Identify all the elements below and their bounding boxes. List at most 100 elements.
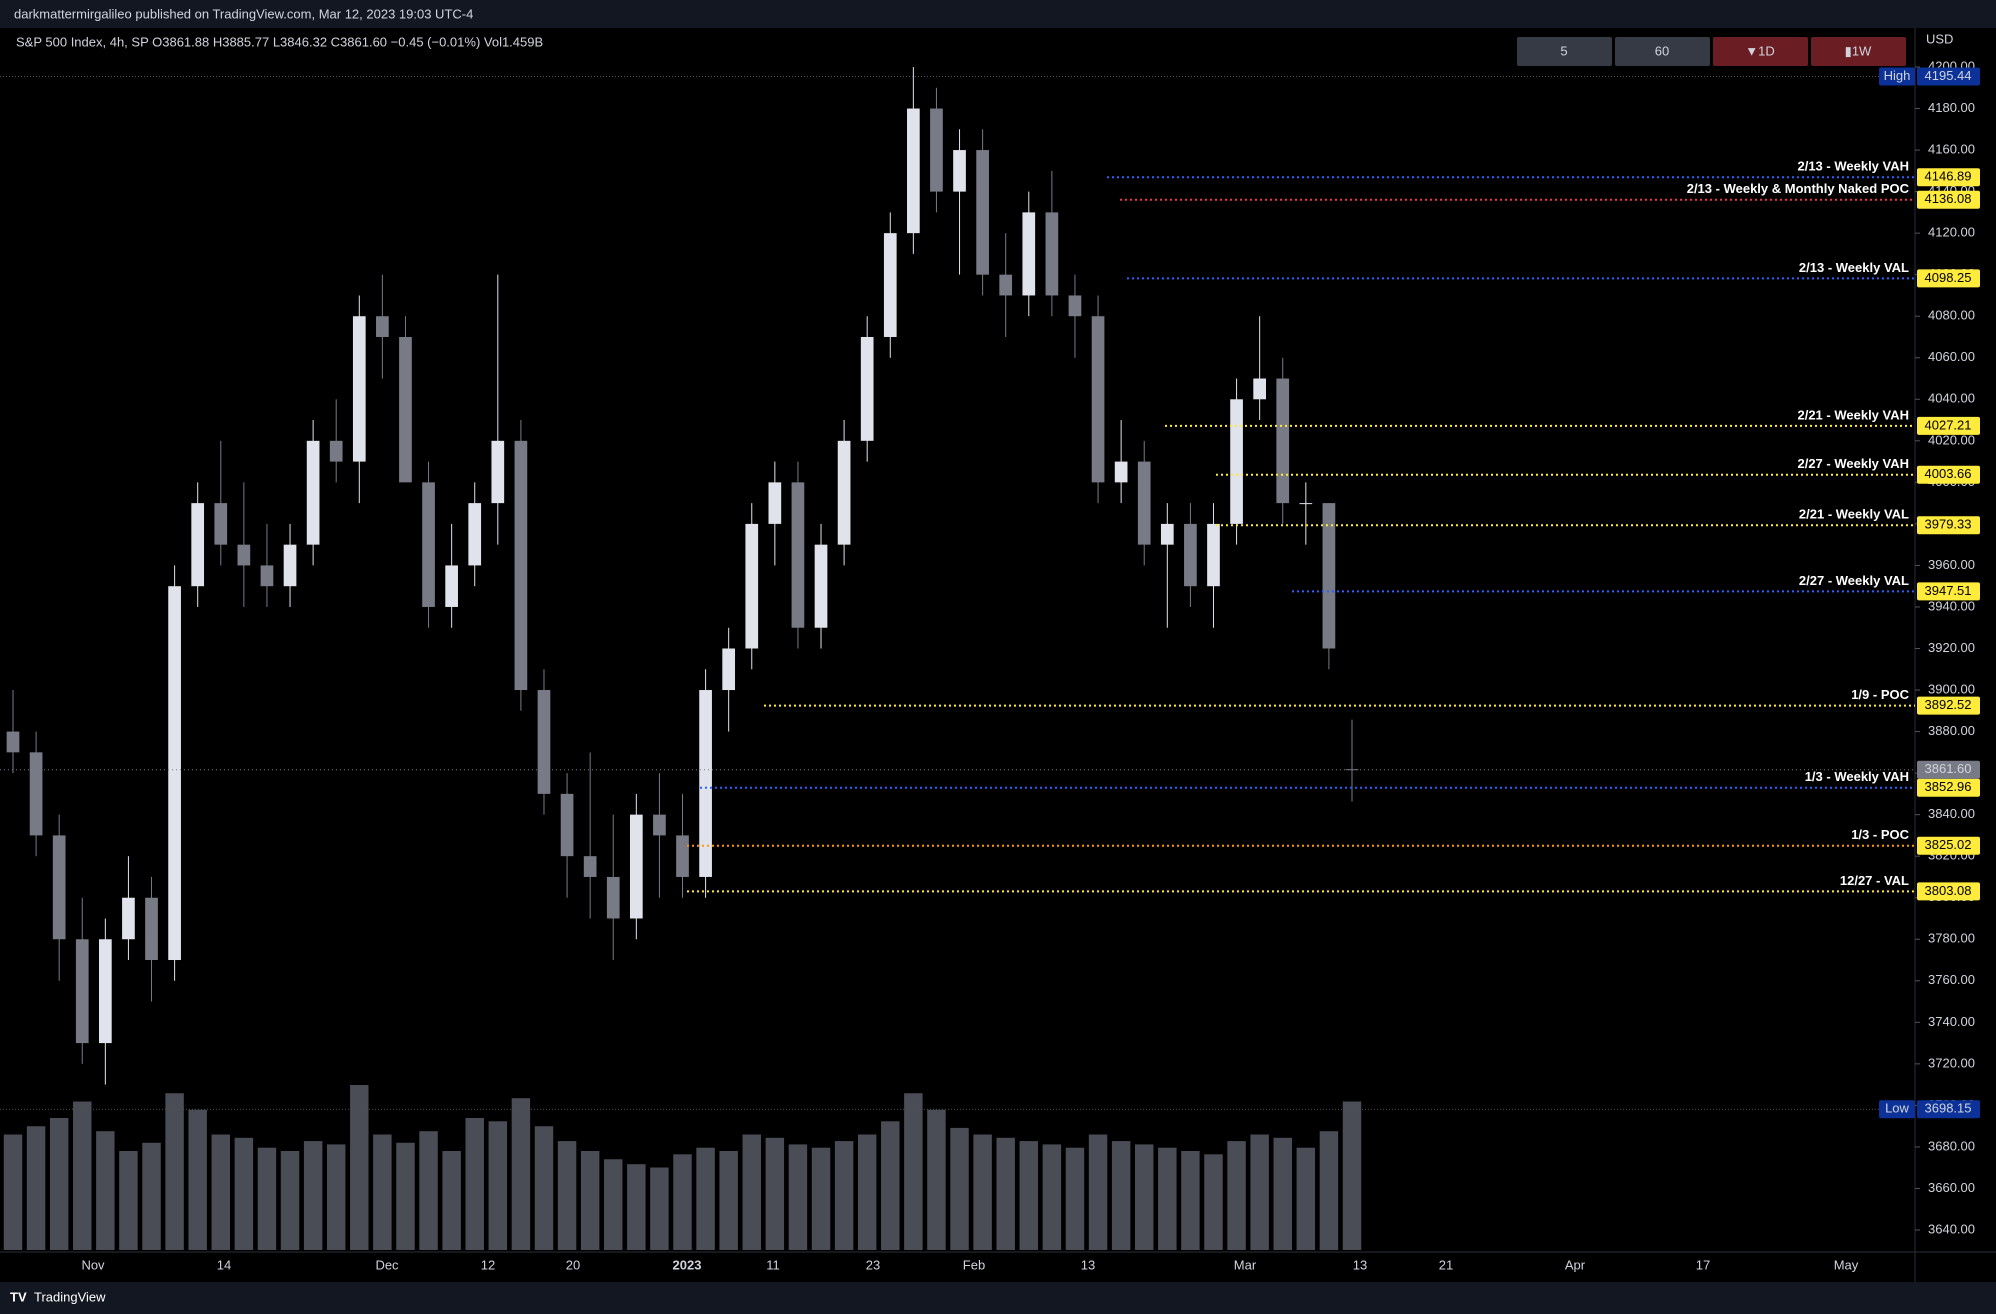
candle-body xyxy=(791,482,805,628)
volume-bar xyxy=(996,1137,1015,1250)
candle-body xyxy=(399,336,412,483)
interval-button[interactable] xyxy=(1517,37,1612,66)
y-tick-label: 4120.00 xyxy=(1928,225,1975,240)
price-tag xyxy=(1917,269,1980,288)
footer-bar xyxy=(0,1282,1996,1314)
interval-button[interactable] xyxy=(1713,37,1808,66)
candle-body xyxy=(6,731,20,753)
y-tick-label: 4040.00 xyxy=(1928,391,1975,406)
candle-body xyxy=(860,336,874,441)
candle-body xyxy=(1322,503,1336,649)
interval-label[interactable]: ▼1D xyxy=(1745,43,1775,58)
candle-body xyxy=(745,523,759,649)
volume-bar xyxy=(73,1101,92,1250)
volume-bar xyxy=(211,1134,231,1250)
price-tag xyxy=(1917,696,1980,715)
volume-bar xyxy=(373,1134,392,1250)
candle-body xyxy=(930,108,943,192)
candle-body xyxy=(306,440,320,545)
candle-body xyxy=(98,939,112,1044)
volume-bar xyxy=(419,1131,438,1250)
low-tag-box xyxy=(1879,1100,1915,1119)
y-tick-label: 3720.00 xyxy=(1928,1055,1975,1070)
candle-body xyxy=(145,897,158,961)
candle-body xyxy=(676,835,689,877)
currency: USD xyxy=(1926,31,1953,46)
interval-button[interactable] xyxy=(1811,37,1906,66)
price-tag xyxy=(1917,582,1980,601)
high-tag-box xyxy=(1879,67,1915,86)
volume-bar xyxy=(742,1134,761,1250)
candle-body xyxy=(1091,316,1105,483)
y-tick-label: 3740.00 xyxy=(1928,1014,1975,1029)
volume-bar xyxy=(973,1134,992,1250)
candle-body xyxy=(468,503,482,566)
volume-bar xyxy=(1204,1154,1223,1250)
volume-bar xyxy=(881,1121,900,1250)
candle-body xyxy=(722,648,736,691)
interval-label[interactable]: ▮1W xyxy=(1845,43,1872,58)
low-price-box xyxy=(1917,1100,1980,1119)
volume-bar xyxy=(857,1134,877,1250)
x-tick-label: 14 xyxy=(217,1257,231,1272)
x-tick-label: 17 xyxy=(1696,1257,1710,1272)
candle-body xyxy=(1160,523,1174,545)
high-price-box xyxy=(1917,67,1980,86)
candle-body xyxy=(606,876,620,919)
price-tag-label: 3852.96 xyxy=(1925,779,1972,794)
volume-bar xyxy=(1019,1141,1039,1250)
price-tag xyxy=(1917,465,1980,484)
volume-bar xyxy=(1227,1141,1246,1250)
volume-bar xyxy=(1319,1131,1339,1250)
volume-bar xyxy=(719,1151,738,1250)
volume-bar xyxy=(511,1098,531,1250)
price-tag-label: 3825.02 xyxy=(1925,837,1972,852)
interval-label[interactable]: 5 xyxy=(1560,43,1567,58)
volume-bar xyxy=(49,1118,69,1250)
candle-body xyxy=(537,690,551,794)
price-tag xyxy=(1917,882,1980,901)
candle-body xyxy=(629,814,643,919)
high-tag-label: High xyxy=(1884,68,1911,83)
price-tag-label: 4003.66 xyxy=(1925,466,1972,481)
candle-body xyxy=(976,150,989,275)
volume-bar xyxy=(257,1147,277,1250)
candle-body xyxy=(1022,212,1036,296)
candle-body xyxy=(1299,503,1313,505)
candle-body xyxy=(52,835,66,940)
price-tag-label: 3892.52 xyxy=(1925,697,1972,712)
candle-body xyxy=(329,440,343,462)
volume-bar xyxy=(650,1167,669,1250)
y-tick-label: 4020.00 xyxy=(1928,432,1975,447)
volume-bar xyxy=(280,1151,300,1250)
x-tick-label: 2023 xyxy=(673,1257,702,1272)
y-tick-label: 3840.00 xyxy=(1928,806,1975,821)
price-tag xyxy=(1917,168,1980,187)
candle-body xyxy=(1230,399,1243,524)
candle-body xyxy=(214,503,228,545)
price-tag xyxy=(1917,416,1980,435)
price-tag xyxy=(1917,778,1980,797)
last-price-label: 3861.60 xyxy=(1925,761,1972,776)
price-tag-label: 4098.25 xyxy=(1925,270,1972,285)
candle-body xyxy=(583,856,597,877)
level-label: 2/13 - Weekly VAH xyxy=(1797,159,1909,174)
candle-body xyxy=(1045,212,1059,296)
x-tick-label: 11 xyxy=(766,1257,780,1272)
volume-bar xyxy=(465,1118,484,1250)
low-tag-label: Low xyxy=(1885,1101,1909,1116)
x-tick-label: Apr xyxy=(1565,1257,1586,1272)
volume-bar xyxy=(442,1151,461,1250)
volume-bar xyxy=(1181,1151,1200,1250)
interval-label[interactable]: 60 xyxy=(1655,43,1669,58)
y-tick-label: 3780.00 xyxy=(1928,931,1975,946)
candle-body xyxy=(283,544,297,587)
volume-bar xyxy=(580,1151,600,1250)
volume-bar xyxy=(1342,1101,1362,1250)
volume-bar xyxy=(165,1093,184,1250)
interval-button[interactable] xyxy=(1615,37,1710,66)
price-tag-label: 4136.08 xyxy=(1925,191,1972,206)
y-tick-label: 4060.00 xyxy=(1928,349,1975,364)
